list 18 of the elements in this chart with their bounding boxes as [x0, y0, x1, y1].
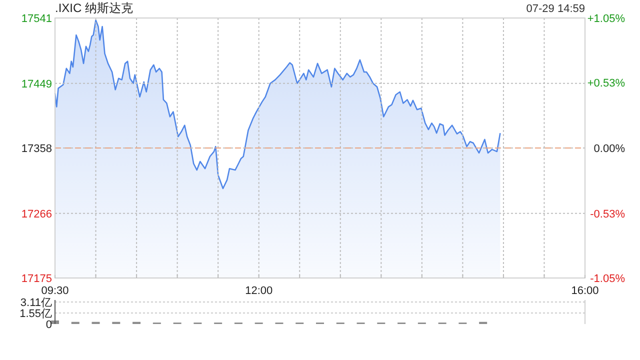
y-tick-label: 17266: [21, 208, 52, 220]
y-tick-label: 17449: [21, 78, 52, 90]
y-tick-label: 3.11亿: [20, 297, 52, 309]
y-tick-label: 17175: [21, 273, 52, 285]
y2-tick-label: 0.00%: [594, 143, 626, 155]
x-tick-label: 12:00: [245, 285, 273, 297]
y-tick-label: 0: [46, 319, 52, 331]
y2-tick-label: -1.05%: [590, 273, 626, 285]
y-tick-label: 1.55亿: [20, 308, 52, 320]
y-tick-label: 17541: [21, 13, 52, 25]
x-tick-label: 16:00: [571, 285, 599, 297]
text: 07-29 14:59: [526, 3, 585, 15]
y2-tick-label: -0.53%: [590, 208, 626, 221]
y2-tick-label: +1.05%: [587, 13, 626, 25]
x-tick-label: 09:30: [41, 285, 69, 297]
chart-title: .IXIC 纳斯达克: [55, 1, 134, 15]
y2-tick-label: +0.53%: [587, 77, 626, 90]
y-tick-label: 17358: [21, 143, 52, 155]
